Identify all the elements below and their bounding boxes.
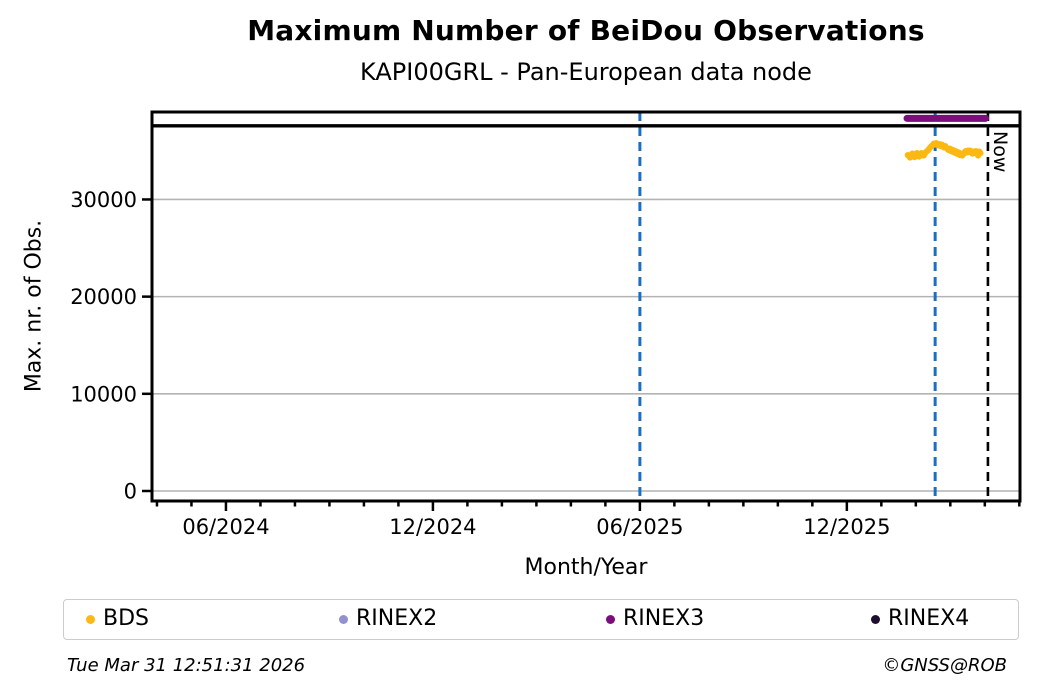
svg-text:06/2025: 06/2025 <box>596 515 683 539</box>
plot-frame <box>150 110 1022 503</box>
plot-area: Now 0 10000 20000 30000 06/2024 12/2024 06/2025… <box>70 110 1022 539</box>
legend-label-rinex4: RINEX4 <box>888 606 970 631</box>
event-lines <box>638 112 937 501</box>
footer-timestamp: Tue Mar 31 12:51:31 2026 <box>67 655 306 676</box>
svg-text:06/2024: 06/2024 <box>182 515 269 539</box>
chart-svg: Now 0 10000 20000 30000 06/2024 12/2024 06/2025… <box>70 110 1022 539</box>
y-axis-label: Max. nr. of Obs. <box>21 219 47 393</box>
legend-item-rinex3: RINEX3 <box>606 600 704 638</box>
svg-text:12/2024: 12/2024 <box>389 515 476 539</box>
legend-label-rinex3: RINEX3 <box>623 606 705 631</box>
rinex3-marker-icon <box>606 614 615 624</box>
svg-text:30000: 30000 <box>70 188 137 212</box>
now-label: Now <box>989 131 1011 172</box>
svg-text:12/2025: 12/2025 <box>803 515 890 539</box>
svg-text:10000: 10000 <box>70 382 137 406</box>
bds-marker-icon <box>86 614 95 624</box>
gridlines <box>152 198 1020 492</box>
x-ticks: 06/2024 12/2024 06/2025 12/2025 <box>155 501 1021 539</box>
chart-title: Maximum Number of BeiDou Observations <box>247 14 925 47</box>
chart-subtitle: KAPI00GRL - Pan-European data node <box>360 58 812 86</box>
rinex2-marker-icon <box>339 614 348 624</box>
legend-item-rinex4: RINEX4 <box>871 600 969 638</box>
now-line: Now <box>986 112 1011 501</box>
rinex4-marker-icon <box>871 614 880 624</box>
legend-label-rinex2: RINEX2 <box>356 606 438 631</box>
x-axis-label: Month/Year <box>524 555 648 580</box>
legend-label-bds: BDS <box>103 606 149 631</box>
svg-text:20000: 20000 <box>70 285 137 309</box>
y-ticks: 0 10000 20000 30000 <box>70 188 152 503</box>
svg-text:0: 0 <box>124 479 137 503</box>
footer-copyright: ©GNSS@ROB <box>882 655 1007 676</box>
legend: BDS RINEX2 RINEX3 RINEX4 <box>63 599 1019 640</box>
legend-item-rinex2: RINEX2 <box>339 600 437 638</box>
legend-item-bds: BDS <box>86 600 149 638</box>
bds-series <box>904 139 984 161</box>
